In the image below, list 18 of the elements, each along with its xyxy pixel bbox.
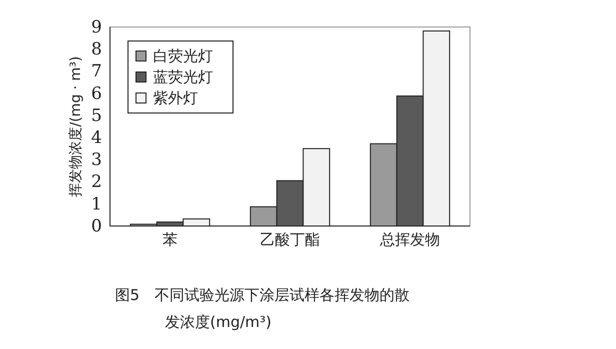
y-tick-label: 5 xyxy=(91,106,102,126)
y-tick-label: 9 xyxy=(91,17,102,38)
y-tick-label: 6 xyxy=(91,84,102,104)
x-tick-label: 乙酸丁酯 xyxy=(260,230,320,249)
y-axis-title: 挥发物浓度/(mg · m³) xyxy=(68,56,84,197)
legend-label: 蓝荧光灯 xyxy=(153,68,213,86)
x-tick-label: 总挥发物 xyxy=(379,230,440,249)
x-tick-label: 苯 xyxy=(162,230,178,249)
y-tick-label: 4 xyxy=(91,128,102,148)
legend-label: 白荧光灯 xyxy=(153,47,213,65)
y-tick-label: 8 xyxy=(91,40,102,60)
y-tick-label: 2 xyxy=(91,172,102,192)
y-tick-label: 3 xyxy=(91,150,102,170)
y-tick-label: 1 xyxy=(91,194,102,214)
y-tick-label: 7 xyxy=(91,62,102,82)
legend-label: 紫外灯 xyxy=(153,89,198,107)
caption: 图5 不同试验光源下涂层试样各挥发物的散发浓度(mg/m³) xyxy=(115,285,411,333)
y-tick-label: 0 xyxy=(91,216,102,236)
